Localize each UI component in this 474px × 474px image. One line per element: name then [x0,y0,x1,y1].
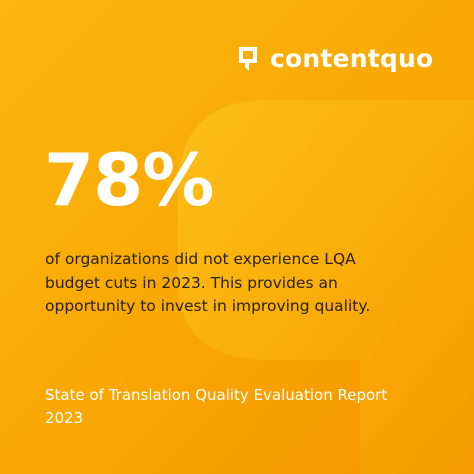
footer-line: 2023 [45,409,84,427]
stat-description: of organizations did not experience LQA b… [45,248,370,319]
logo: contentquo [236,44,433,73]
logo-icon [239,46,257,71]
footer-line: State of Translation Quality Evaluation … [45,386,388,404]
stat-value: 78% [44,138,214,222]
description-line: of organizations did not experience LQA [45,250,356,268]
footer: State of Translation Quality Evaluation … [45,384,387,430]
bracket-shape [178,100,474,474]
logo-text: contentquo [270,44,434,73]
description-line: budget cuts in 2023. This provides an [45,273,338,292]
description-line: opportunity to invest in improving quali… [45,297,371,315]
